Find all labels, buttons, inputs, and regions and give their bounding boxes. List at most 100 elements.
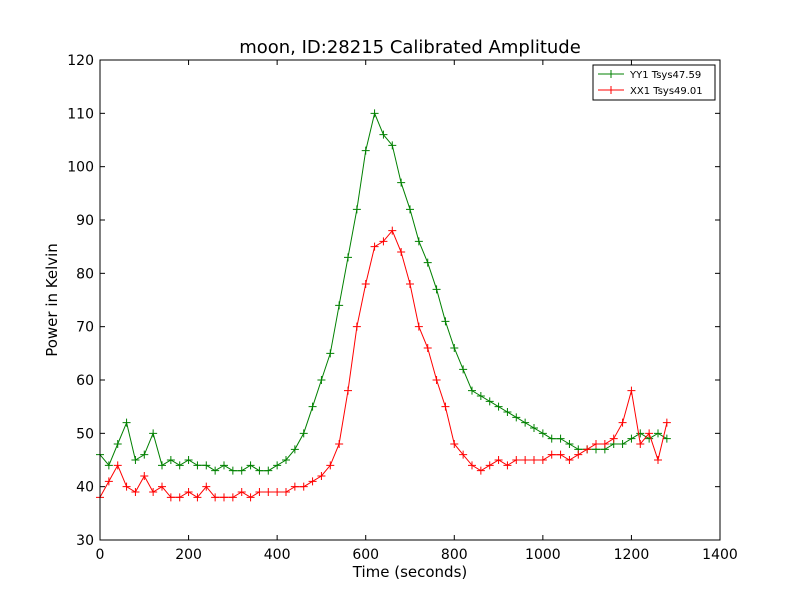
data-point <box>352 205 361 214</box>
y-tick-label: 30 <box>76 533 94 549</box>
data-point <box>397 248 406 256</box>
data-point <box>211 493 220 502</box>
data-point <box>220 493 228 502</box>
data-point <box>459 365 468 374</box>
data-point <box>538 456 547 464</box>
y-tick-label: 70 <box>76 320 94 336</box>
data-point <box>441 402 450 411</box>
data-point <box>476 466 485 475</box>
data-point <box>627 434 636 443</box>
y-tick-label: 90 <box>76 213 94 229</box>
data-point <box>140 450 149 459</box>
data-point <box>406 205 414 214</box>
data-point <box>175 493 184 502</box>
data-point <box>131 488 140 496</box>
data-point <box>512 413 521 422</box>
data-point <box>503 461 512 470</box>
data-point <box>388 226 397 235</box>
data-point <box>282 488 290 496</box>
data-point <box>237 488 246 496</box>
data-point <box>636 429 645 438</box>
plot-area <box>96 109 671 502</box>
legend-marker <box>607 70 615 78</box>
data-point <box>379 237 388 246</box>
data-point <box>432 285 441 294</box>
data-point <box>450 344 459 352</box>
data-point <box>193 493 202 502</box>
data-point <box>308 477 317 486</box>
data-point <box>521 418 530 427</box>
x-tick-labels: 0 200 400 600 800 1000 1200 1400 <box>96 547 738 563</box>
data-point <box>547 434 556 443</box>
y-tick-label: 100 <box>67 160 94 176</box>
data-point <box>441 317 450 326</box>
data-point <box>273 488 282 496</box>
data-point <box>423 258 432 267</box>
data-point <box>476 392 485 400</box>
data-point <box>193 461 202 470</box>
data-point <box>406 280 414 288</box>
data-point <box>521 456 530 464</box>
series-2 <box>96 226 671 502</box>
data-point <box>104 461 113 470</box>
data-point <box>459 450 468 459</box>
data-point <box>246 493 255 502</box>
x-tick-label: 0 <box>96 547 105 563</box>
data-point <box>290 445 299 454</box>
data-point <box>485 461 494 470</box>
data-point <box>397 178 406 187</box>
data-point <box>113 461 122 470</box>
legend-label: YY1 Tsys47.59 <box>629 70 701 81</box>
data-point <box>388 141 397 150</box>
data-point <box>654 456 662 464</box>
data-point <box>592 440 600 448</box>
x-tick-label: 200 <box>175 547 202 563</box>
data-point <box>654 429 662 438</box>
data-point <box>583 445 592 454</box>
legend: YY1 Tsys47.59 XX1 Tsys49.01 <box>592 64 716 101</box>
data-point <box>423 344 432 352</box>
x-axis-label: Time (seconds) <box>352 563 468 581</box>
x-tick-label: 600 <box>352 547 379 563</box>
data-point <box>149 488 158 496</box>
data-point <box>299 482 308 491</box>
data-point <box>290 482 299 491</box>
data-point <box>565 456 574 464</box>
data-point <box>352 322 361 331</box>
legend-marker <box>607 86 615 94</box>
data-point <box>450 440 459 448</box>
data-point <box>370 242 379 251</box>
legend-entry: XX1 Tsys49.01 <box>598 86 703 97</box>
data-point <box>627 386 636 395</box>
data-point <box>414 237 423 246</box>
x-tick-label: 1200 <box>614 547 650 563</box>
data-point <box>255 488 264 496</box>
data-point <box>530 424 538 432</box>
axis-ticks <box>99 59 721 541</box>
data-point <box>184 488 193 496</box>
legend-entry: YY1 Tsys47.59 <box>598 70 701 81</box>
chart-title: moon, ID:28215 Calibrated Amplitude <box>239 37 581 58</box>
data-point <box>556 450 565 459</box>
data-point <box>246 461 255 470</box>
data-point <box>175 461 184 470</box>
data-point <box>104 477 113 486</box>
data-point <box>264 488 273 496</box>
data-point <box>308 402 317 411</box>
data-point <box>600 440 609 448</box>
plot-frame <box>99 59 721 541</box>
x-tick-label: 1000 <box>525 547 561 563</box>
y-tick-label: 110 <box>67 106 94 122</box>
data-point <box>503 408 512 416</box>
x-tick-label: 800 <box>441 547 468 563</box>
data-point <box>122 482 131 491</box>
data-point <box>574 450 583 459</box>
data-point <box>414 322 423 331</box>
data-point <box>335 440 344 448</box>
data-point <box>618 440 627 448</box>
data-point <box>158 482 166 491</box>
data-point <box>662 434 671 443</box>
data-point <box>636 440 645 448</box>
data-point <box>202 461 211 470</box>
